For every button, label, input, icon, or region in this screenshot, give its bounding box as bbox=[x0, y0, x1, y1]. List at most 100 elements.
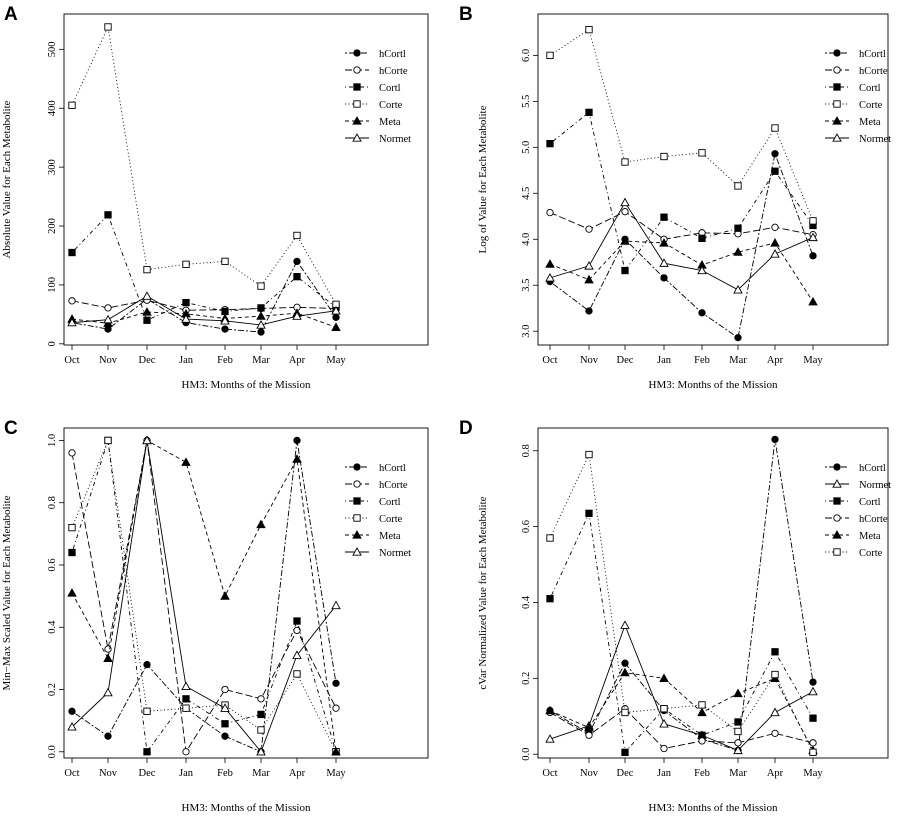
panel-b-series-corte-point bbox=[771, 124, 779, 132]
panel-b-series-normet-point bbox=[545, 272, 555, 282]
panel-a-legend-marker-hcorte bbox=[353, 66, 361, 74]
panel-a-series-corte-point bbox=[257, 282, 265, 290]
panel-d-series-normet-line bbox=[549, 623, 814, 751]
panel-c-series-corte-point bbox=[143, 707, 151, 715]
panel-b-x-tick-label: Nov bbox=[580, 355, 599, 366]
panel-b-legend-marker-hcorte bbox=[833, 66, 841, 74]
panel-d-legend-label-cortl: Cortl bbox=[859, 497, 881, 508]
panel-a-series-hcortl-point bbox=[257, 328, 265, 336]
panel-d-series-cortl-point bbox=[771, 648, 779, 656]
panel-d-legend-label-hcorte: hCorte bbox=[859, 514, 888, 525]
panel-a-series-meta-point bbox=[331, 322, 341, 331]
panel-b-series-cortl-point bbox=[734, 224, 742, 232]
panel-b-legend-label-normet: Normet bbox=[859, 134, 891, 145]
panel-a-series-corte-point bbox=[143, 265, 151, 274]
panel-d-series-cortl-point bbox=[585, 509, 593, 517]
panel-b-y-tick-label: 4.5 bbox=[521, 187, 532, 200]
panel-a-series-normet-point bbox=[181, 314, 191, 323]
panel-b-y-tick-label: 5.0 bbox=[521, 141, 532, 154]
panel-a-series-hcortl-point bbox=[221, 325, 229, 333]
panel-a-letter: A bbox=[4, 4, 18, 25]
panel-b-x-tick-label: May bbox=[803, 355, 823, 366]
panel-c-series-hcorte-point bbox=[293, 626, 301, 635]
panel-d-letter: D bbox=[459, 418, 473, 439]
panel-c-x-tick-label: Mar bbox=[252, 768, 270, 779]
panel-b-legend-label-hcortl: hCortl bbox=[859, 49, 886, 60]
panel-d-x-tick-label: Nov bbox=[580, 768, 599, 779]
panel-d-series-hcorte bbox=[546, 705, 817, 753]
panel-d-series-meta-point bbox=[584, 722, 594, 732]
panel-c-legend-marker-cortl bbox=[353, 497, 361, 505]
panel-b-series-hcorte-point bbox=[621, 208, 629, 216]
panel-d-series-hcorte-point bbox=[771, 729, 779, 737]
panel-c-series-normet-point bbox=[331, 600, 341, 610]
panel-b-series-hcorte-point bbox=[585, 225, 593, 233]
panel-b-series-meta-point bbox=[545, 259, 555, 268]
panel-d-series-normet-point bbox=[733, 745, 743, 755]
panel-d-series-meta-point bbox=[733, 688, 743, 698]
panel-b-y-tick-label: 3.5 bbox=[521, 279, 532, 292]
panel-a-series-normet-point bbox=[220, 315, 230, 325]
panel-d-series-corte-point bbox=[771, 670, 779, 679]
panel-b-series-meta-point bbox=[808, 296, 818, 306]
panel-a-series-hcortl-line bbox=[71, 260, 337, 333]
panel-c-legend-label-cortl: Cortl bbox=[379, 497, 401, 508]
panel-a-series-corte-point bbox=[68, 101, 76, 109]
panel-a-legend-label-normet: Normet bbox=[379, 134, 411, 145]
panel-b-series-normet-point bbox=[733, 284, 743, 294]
panel-a-legend-marker-meta bbox=[352, 116, 362, 125]
panel-c-y-tick-label: 0.6 bbox=[47, 558, 58, 571]
panel-b-series-meta-point bbox=[770, 238, 780, 247]
panel-c-series-meta-point bbox=[331, 746, 341, 756]
panel-a-series-meta-line bbox=[71, 311, 337, 328]
panel-c-series-meta bbox=[67, 435, 341, 756]
panel-c-legend-marker-normet bbox=[352, 547, 362, 556]
panel-c-series-cortl-point bbox=[143, 748, 151, 756]
panel-c-series-normet-point bbox=[103, 687, 113, 697]
panel-d-series-corte-point bbox=[809, 748, 817, 756]
panel-b-x-tick-label: Dec bbox=[617, 355, 634, 366]
panel-b-series-hcortl-point bbox=[585, 307, 593, 315]
panel-c-series-cortl-line bbox=[71, 440, 337, 753]
panel-b-x-axis-label: HM3: Months of the Mission bbox=[649, 379, 778, 391]
panel-a-legend-label-meta: Meta bbox=[379, 117, 401, 128]
panel-a: A 0 100 200 300 400 500 Oct Nov Dec Jan Feb Mar Apr Ma… bbox=[1, 4, 429, 391]
panel-b-series-normet-point bbox=[808, 232, 818, 242]
panel-a-legend-label-cortl: Cortl bbox=[379, 83, 401, 94]
panel-d-legend-marker-cortl bbox=[833, 497, 841, 505]
panel-d-plot-frame bbox=[537, 427, 889, 759]
panel-b-legend: hCortl hCorte Cortl Corte Meta Normet bbox=[825, 49, 891, 145]
panel-d-series-corte-point bbox=[585, 450, 593, 459]
panel-b-series-corte-point bbox=[585, 25, 593, 34]
panel-c-legend-marker-hcortl bbox=[353, 463, 361, 471]
panel-b-series-corte-point bbox=[546, 51, 554, 60]
panel-b-series-normet-point bbox=[659, 258, 669, 267]
panel-c-series-normet bbox=[67, 435, 341, 756]
panel-b-series-hcorte-point bbox=[546, 208, 554, 217]
panel-c-legend-label-hcortl: hCortl bbox=[379, 463, 406, 474]
panel-a-legend-marker-normet bbox=[352, 133, 362, 142]
panel-b-x-tick-label: Apr bbox=[767, 355, 784, 366]
panel-b-y-tick-label: 6.0 bbox=[521, 49, 532, 62]
panel-c-series-hcortl-point bbox=[293, 436, 301, 445]
panel-c-legend-marker-meta bbox=[352, 530, 362, 539]
panel-d-x-tick-label: Jan bbox=[657, 768, 672, 779]
panel-a-y-tick-label: 400 bbox=[47, 100, 58, 116]
panel-c-series-cortl bbox=[68, 436, 340, 756]
panel-a-series-hcorte-point bbox=[104, 304, 112, 312]
panel-a-x-tick-label: May bbox=[326, 355, 346, 366]
panel-c-legend-label-meta: Meta bbox=[379, 531, 401, 542]
panel-b-legend-marker-cortl bbox=[833, 83, 841, 91]
panel-d-legend-label-hcortl: hCortl bbox=[859, 463, 886, 474]
panel-d-legend-marker-normet bbox=[832, 479, 842, 488]
panel-c-series-normet-point bbox=[256, 746, 266, 756]
panel-c-y-tick-label: 1.0 bbox=[47, 434, 58, 447]
panel-d-x-tick-label: May bbox=[803, 768, 823, 779]
panel-c-series-meta-point bbox=[181, 457, 191, 466]
panel-d-y-tick-label: 0.6 bbox=[521, 520, 532, 533]
panel-d-legend-marker-corte bbox=[833, 548, 841, 556]
panel-b-series-cortl-line bbox=[549, 111, 814, 272]
panel-b-y-tick-label: 5.5 bbox=[521, 95, 532, 108]
panel-c-series-hcorte bbox=[68, 436, 340, 756]
